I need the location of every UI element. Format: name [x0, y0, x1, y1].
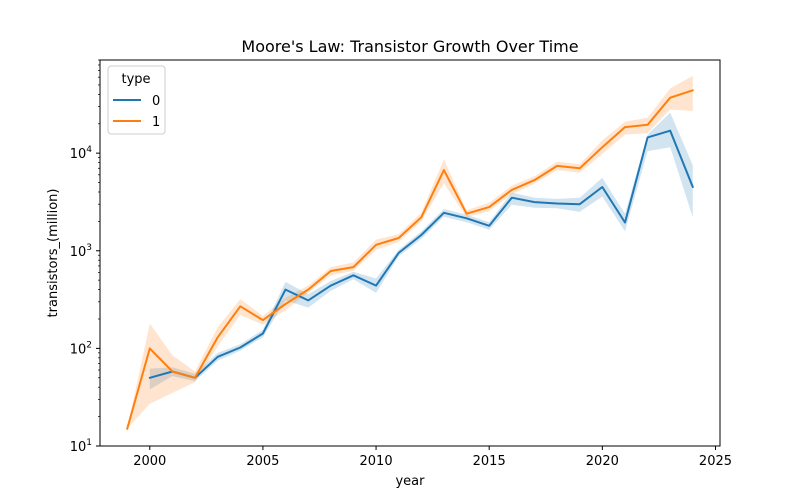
x-tick-label: 2015 — [473, 454, 506, 469]
y-axis: 101 102 103 104 — [70, 59, 100, 455]
legend-title: type — [121, 72, 150, 87]
legend: type 0 1 — [107, 65, 166, 135]
x-tick-label: 2010 — [360, 454, 393, 469]
y-tick-label: 102 — [70, 340, 92, 357]
y-tick-label: 103 — [70, 243, 92, 260]
plot-area-frame — [99, 59, 721, 447]
y-axis-label: transistors_(million) — [46, 189, 61, 318]
series-lines — [126, 89, 694, 430]
x-tick-label: 2025 — [699, 454, 732, 469]
chart-title: Moore's Law: Transistor Growth Over Time — [241, 37, 578, 56]
legend-label-0: 0 — [152, 94, 160, 109]
x-tick-label: 2000 — [133, 454, 166, 469]
series-line-0 — [148, 129, 694, 379]
x-axis-label: year — [395, 474, 425, 489]
x-tick-label: 2005 — [246, 454, 279, 469]
x-axis: 2000 2005 2010 2015 2020 2025 — [133, 446, 732, 469]
legend-label-1: 1 — [152, 115, 160, 130]
series-line-1 — [126, 89, 694, 430]
x-tick-label: 2020 — [586, 454, 619, 469]
y-tick-label: 104 — [70, 145, 93, 162]
y-tick-label: 101 — [70, 438, 92, 455]
